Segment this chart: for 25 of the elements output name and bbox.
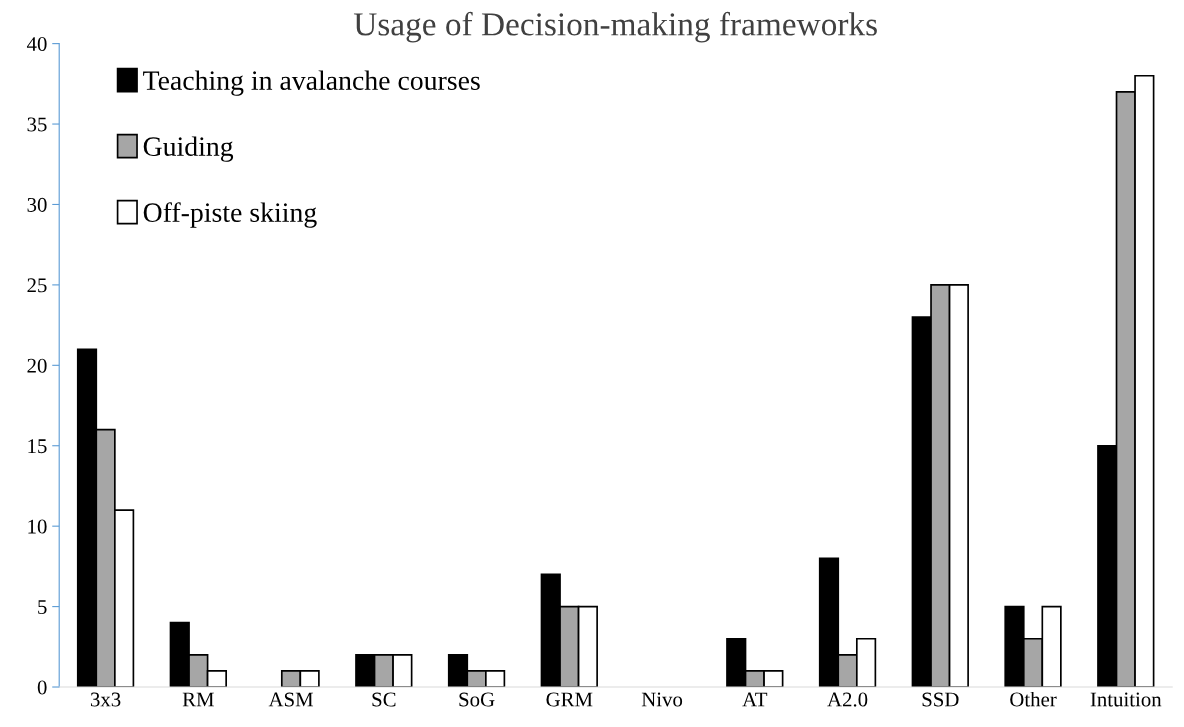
x-tick-label: AT: [742, 692, 768, 707]
x-tick-label: SoG: [459, 692, 495, 707]
y-tick-label: 30: [27, 197, 47, 212]
y-tick-label: 25: [27, 278, 47, 293]
legend-label: Guiding: [143, 136, 234, 162]
y-tick-label: 0: [37, 680, 47, 695]
y-tick-label: 5: [38, 600, 47, 615]
x-tick-label: A2.0: [827, 692, 868, 707]
x-tick-label: Intuition: [1090, 692, 1162, 707]
y-tick-label: 40: [26, 36, 47, 52]
x-tick-label: Other: [1010, 691, 1057, 707]
x-tick-label: 3x3: [90, 692, 121, 707]
x-tick-label: RM: [182, 692, 214, 707]
x-tick-label: SSD: [922, 692, 959, 707]
legend-label: Off-piste skiing: [143, 202, 317, 228]
x-tick-label: SC: [372, 692, 396, 707]
y-tick-label: 10: [28, 519, 47, 534]
x-tick-label: ASM: [268, 692, 314, 707]
y-tick-label: 20: [27, 358, 47, 373]
chart-title: Usage of Decision-making frameworks: [353, 11, 877, 43]
y-tick-label: 35: [27, 117, 47, 132]
y-tick-label: 15: [28, 439, 47, 454]
x-tick-label: GRM: [546, 692, 593, 707]
x-tick-label: Nivo: [641, 692, 683, 707]
legend-label: Teaching in avalanche courses: [143, 70, 480, 96]
